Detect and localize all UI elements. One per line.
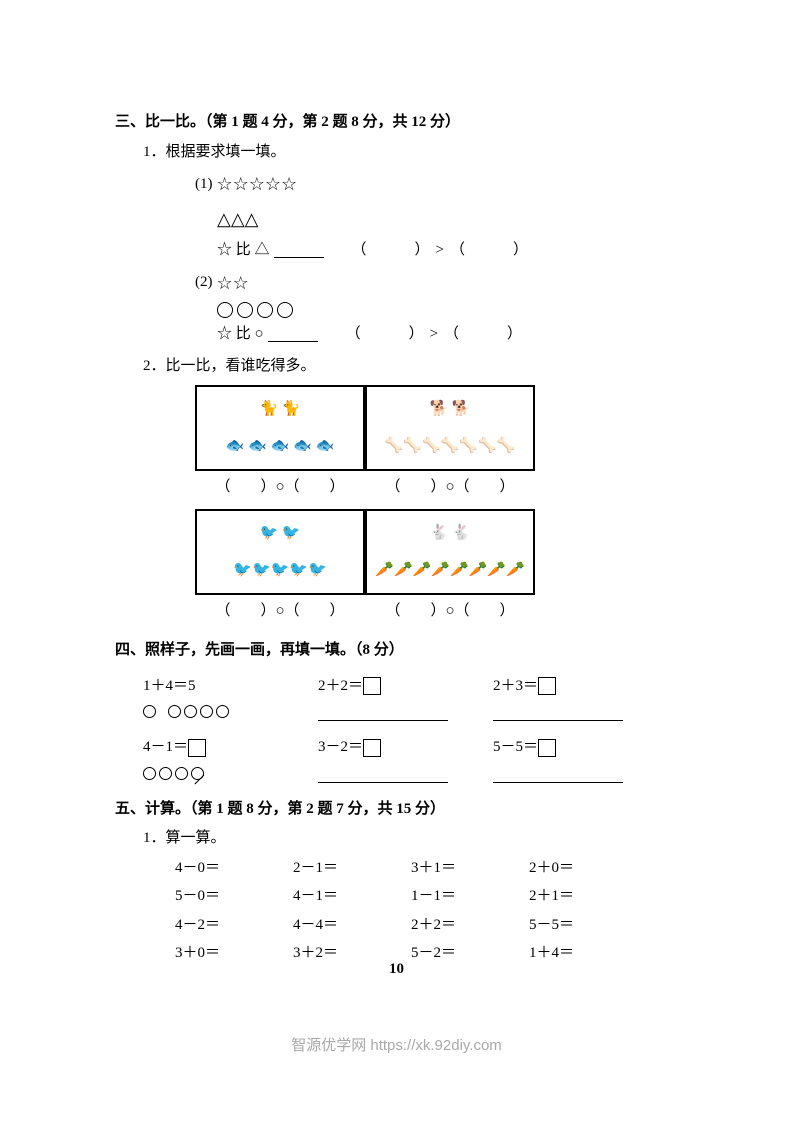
calc-cell[interactable]: 2－1＝ <box>293 856 411 882</box>
watermark: 智源优学网 https://xk.92diy.com <box>0 1033 793 1059</box>
calc-cell[interactable]: 2＋2＝ <box>411 913 529 939</box>
dog-icon: 🐕 🐕 <box>429 397 470 423</box>
circle-icon <box>277 302 293 318</box>
calc-cell[interactable]: 2＋1＝ <box>529 884 647 910</box>
fish-icon: 🐟 🐟 🐟 🐟 🐟 <box>226 434 334 460</box>
q4-example-shapes <box>143 705 318 718</box>
calc-cell[interactable]: 3＋1＝ <box>411 856 529 882</box>
calc-cell[interactable]: 4－4＝ <box>293 913 411 939</box>
section-5: 五、计算。（第 1 题 8 分，第 2 题 7 分，共 15 分） 1．算一算。… <box>115 797 683 967</box>
q3-1-1-triangles: △△△ <box>195 204 683 235</box>
q3-2-title: 2．比一比，看谁吃得多。 <box>143 354 683 380</box>
q3-2-row1-answer: （ ）○（ ） （ ）○（ ） <box>195 475 683 501</box>
q4-r2-shapes <box>143 767 318 780</box>
calc-cell[interactable]: 4－2＝ <box>175 913 293 939</box>
calc-cell[interactable]: 4－1＝ <box>293 884 411 910</box>
img-cell-cats: 🐈 🐈 🐟 🐟 🐟 🐟 🐟 <box>195 385 365 471</box>
section-4: 四、照样子，先画一画，再填一填。（8 分） 1＋4＝5 2＋2＝ 2＋3＝ 4－… <box>115 638 683 783</box>
draw-area[interactable] <box>493 705 623 721</box>
bone-icon: 🦴🦴🦴🦴🦴🦴🦴 <box>385 434 516 460</box>
answer-box[interactable] <box>363 739 381 757</box>
draw-area[interactable] <box>493 767 623 783</box>
img-cell-birds: 🐦 🐦 🐦🐦🐦🐦🐦 <box>195 509 365 595</box>
blank-line[interactable] <box>268 328 318 342</box>
answer-box[interactable] <box>538 739 556 757</box>
q4-row2: 4－1＝ 3－2＝ 5－5＝ <box>143 735 683 783</box>
img-cell-dogs: 🐕 🐕 🦴🦴🦴🦴🦴🦴🦴 <box>365 385 535 471</box>
section-3: 三、比一比。（第 1 题 4 分，第 2 题 8 分，共 12 分） 1．根据要… <box>115 110 683 624</box>
calc-cell[interactable]: 5－0＝ <box>175 884 293 910</box>
q3-1-2-circles <box>195 302 683 318</box>
circle-icon <box>237 302 253 318</box>
q3-1-1-answer: ☆ 比 △ （ ）>（ ） <box>195 238 683 264</box>
q4-r1c1: 1＋4＝5 <box>143 674 318 722</box>
answer-box[interactable] <box>188 739 206 757</box>
circle-icon <box>257 302 273 318</box>
triangle-icon: △△△ <box>217 204 259 235</box>
q3-2-row2: 🐦 🐦 🐦🐦🐦🐦🐦 🐇 🐇 🥕🥕🥕🥕🥕🥕🥕🥕 <box>195 509 683 595</box>
section-3-title: 三、比一比。（第 1 题 4 分，第 2 题 8 分，共 12 分） <box>115 110 683 136</box>
section-4-title: 四、照样子，先画一画，再填一填。（8 分） <box>115 638 683 664</box>
q4-r2c1: 4－1＝ <box>143 735 318 783</box>
q4-r1c2: 2＋2＝ <box>318 674 493 722</box>
blank-line[interactable] <box>274 244 324 258</box>
q4-r2c2: 3－2＝ <box>318 735 493 783</box>
img-cell-rabbits: 🐇 🐇 🥕🥕🥕🥕🥕🥕🥕🥕 <box>365 509 535 595</box>
q3-1-2-label: (2) ☆☆ <box>195 268 683 299</box>
bird-icon: 🐦 🐦 <box>259 521 300 547</box>
q4-row1: 1＋4＝5 2＋2＝ 2＋3＝ <box>143 674 683 722</box>
draw-area[interactable] <box>318 705 448 721</box>
calc-cell[interactable]: 2＋0＝ <box>529 856 647 882</box>
calc-cell[interactable]: 4－0＝ <box>175 856 293 882</box>
draw-area[interactable] <box>318 767 448 783</box>
answer-box[interactable] <box>538 677 556 695</box>
q3-1-1-label: (1) ☆☆☆☆☆ <box>195 169 683 200</box>
q3-2-row2-answer: （ ）○（ ） （ ）○（ ） <box>195 599 683 625</box>
page-number: 10 <box>0 957 793 983</box>
q5-1-title: 1．算一算。 <box>143 826 683 852</box>
star-icon: ☆☆☆☆☆ <box>217 169 298 200</box>
bird-icon: 🐦🐦🐦🐦🐦 <box>233 558 326 584</box>
q4-r1c3: 2＋3＝ <box>493 674 668 722</box>
q3-2-row1: 🐈 🐈 🐟 🐟 🐟 🐟 🐟 🐕 🐕 🦴🦴🦴🦴🦴🦴🦴 <box>195 385 683 471</box>
q3-1-title: 1．根据要求填一填。 <box>143 140 683 166</box>
calc-cell[interactable]: 5－5＝ <box>529 913 647 939</box>
calc-cell[interactable]: 1－1＝ <box>411 884 529 910</box>
section-5-title: 五、计算。（第 1 题 8 分，第 2 题 7 分，共 15 分） <box>115 797 683 823</box>
cat-icon: 🐈 🐈 <box>259 397 300 423</box>
calc-grid: 4－0＝ 2－1＝ 3＋1＝ 2＋0＝ 5－0＝ 4－1＝ 1－1＝ 2＋1＝ … <box>175 856 683 967</box>
q4-r2c3: 5－5＝ <box>493 735 668 783</box>
carrot-icon: 🥕🥕🥕🥕🥕🥕🥕🥕 <box>375 558 524 584</box>
circle-icon <box>217 302 233 318</box>
rabbit-icon: 🐇 🐇 <box>429 521 470 547</box>
star-icon: ☆☆ <box>217 268 249 299</box>
answer-box[interactable] <box>363 677 381 695</box>
q3-1-2-answer: ☆ 比 ○ （ ）>（ ） <box>195 322 683 348</box>
